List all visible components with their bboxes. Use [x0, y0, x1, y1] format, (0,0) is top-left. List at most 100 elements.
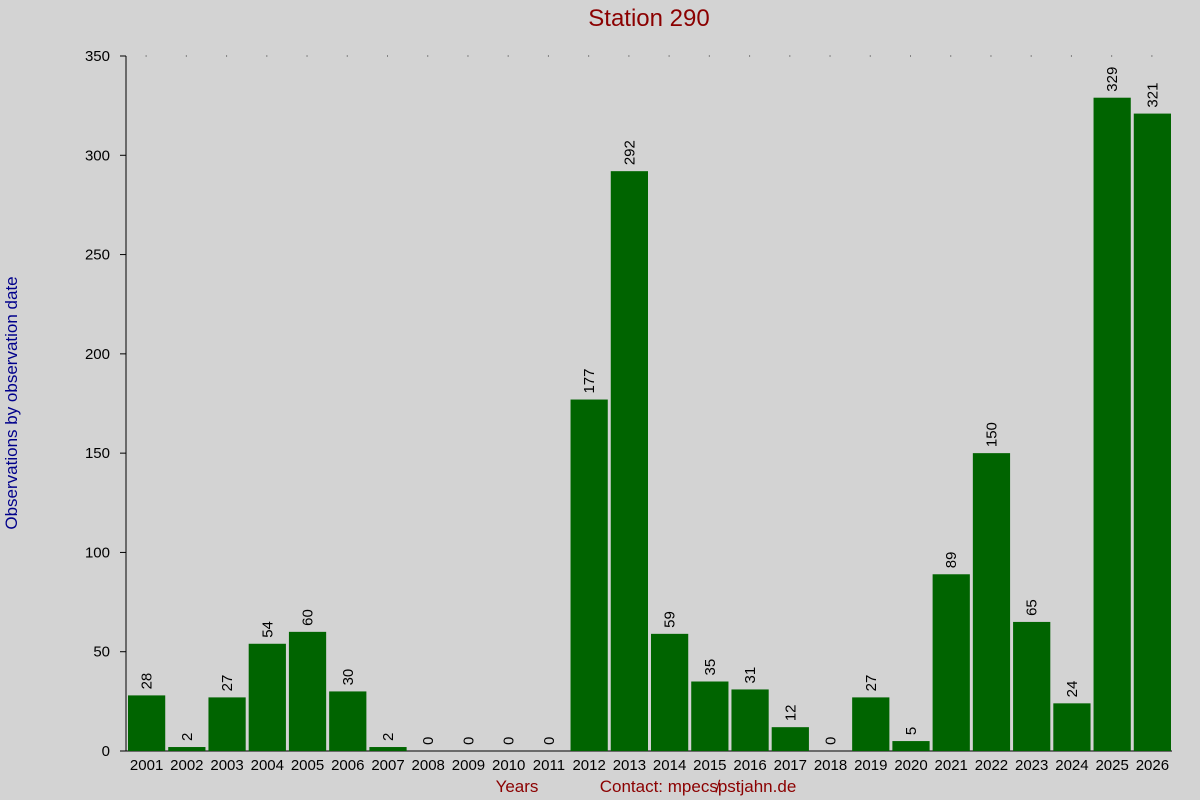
y-tick-label: 300 [85, 147, 110, 164]
bar-2026 [1133, 113, 1171, 752]
top-dot [1030, 55, 1032, 57]
x-tick-label: 2020 [894, 757, 927, 774]
data-label: 31 [742, 667, 759, 684]
chart-title: Station 290 [588, 5, 709, 32]
top-dot [547, 55, 549, 57]
top-dot [145, 55, 147, 57]
y-tick-label: 250 [85, 247, 110, 264]
x-tick-label: 2022 [975, 757, 1008, 774]
data-label: 0 [541, 737, 558, 745]
top-dot [306, 55, 308, 57]
top-dot [266, 55, 268, 57]
data-label: 60 [300, 609, 317, 626]
bar-2004 [248, 643, 286, 751]
data-label: 0 [501, 737, 518, 745]
top-dot [346, 55, 348, 57]
top-dot [990, 55, 992, 57]
bar-2006 [329, 691, 367, 751]
top-dot [387, 55, 388, 57]
bar-2022 [972, 453, 1011, 751]
top-dot [829, 55, 831, 57]
bar-2017 [771, 727, 809, 751]
plot-area: 0501001502002503003502001282002220032720… [85, 48, 1172, 774]
top-dot [1111, 55, 1113, 57]
x-tick-label: 2003 [210, 757, 243, 774]
data-label: 0 [823, 737, 840, 745]
bar-2007 [369, 747, 407, 751]
top-dot [749, 55, 751, 57]
y-tick-label: 0 [102, 743, 110, 760]
x-tick-label: 2016 [733, 757, 766, 774]
x-tick-label: 2010 [492, 757, 525, 774]
y-tick-label: 150 [85, 445, 110, 462]
x-tick-label: 2021 [935, 757, 968, 774]
y-tick-label: 350 [85, 48, 110, 65]
x-tick-label: 2017 [774, 757, 807, 774]
top-dot [1070, 55, 1072, 57]
top-dot [226, 55, 228, 57]
x-tick-label: 2011 [533, 757, 565, 774]
bar-2021 [932, 574, 970, 751]
top-dot [507, 55, 509, 57]
data-label: 0 [460, 737, 477, 745]
x-tick-label: 2025 [1095, 757, 1128, 774]
x-tick-label: 2013 [613, 757, 646, 774]
x-tick-label: 2002 [170, 757, 203, 774]
data-label: 24 [1064, 681, 1081, 698]
data-label: 65 [1024, 599, 1041, 616]
top-dot [708, 55, 710, 57]
bar-2014 [651, 633, 689, 751]
x-tick-label: 2007 [371, 757, 404, 774]
bar-2016 [731, 689, 769, 751]
top-dot [588, 55, 590, 57]
x-tick-label: 2018 [814, 757, 847, 774]
data-label: 329 [1104, 67, 1121, 92]
x-tick-label: 2012 [572, 757, 605, 774]
y-tick-label: 50 [93, 644, 110, 661]
bar-2023 [1013, 621, 1051, 751]
bar-2005 [288, 631, 327, 751]
x-tick-label: 2023 [1015, 757, 1048, 774]
data-label: 150 [983, 422, 1000, 447]
x-tick-label: 2015 [693, 757, 726, 774]
x-tick-label: 2024 [1055, 757, 1088, 774]
bar-2003 [208, 697, 246, 751]
top-dot [467, 55, 469, 57]
y-axis-label: Observations by observation date [2, 276, 21, 529]
data-label: 5 [903, 727, 920, 735]
data-label: 2 [380, 733, 397, 741]
bar-2001 [128, 695, 166, 751]
data-label: 292 [621, 140, 638, 165]
data-label: 27 [219, 675, 236, 692]
bar-2012 [570, 399, 608, 751]
top-dot [950, 55, 952, 57]
data-label: 177 [581, 368, 598, 393]
x-axis-label: Years [496, 777, 539, 796]
top-dot [668, 55, 670, 57]
top-dot [427, 55, 429, 57]
x-tick-label: 2026 [1136, 757, 1169, 774]
bar-2025 [1093, 97, 1131, 751]
data-label: 27 [863, 675, 880, 692]
data-label: 35 [702, 659, 719, 676]
data-label: 321 [1144, 83, 1161, 108]
y-tick-label: 100 [85, 544, 110, 561]
bar-2002 [168, 747, 206, 751]
top-dot [869, 55, 871, 57]
data-label: 12 [782, 704, 799, 721]
top-dot [1151, 55, 1153, 57]
data-label: 28 [139, 673, 156, 690]
data-label: 59 [662, 611, 679, 628]
data-label: 54 [259, 621, 276, 638]
contact-text: Contact: mpecs̸pstjahn.de [600, 777, 797, 796]
x-tick-label: 2008 [412, 757, 445, 774]
x-tick-label: 2014 [653, 757, 686, 774]
top-dot [628, 55, 630, 57]
x-tick-label: 2001 [130, 757, 163, 774]
bar-2013 [610, 171, 648, 751]
bar-2019 [852, 697, 890, 751]
top-dot [185, 55, 187, 57]
y-tick-label: 200 [85, 346, 110, 363]
